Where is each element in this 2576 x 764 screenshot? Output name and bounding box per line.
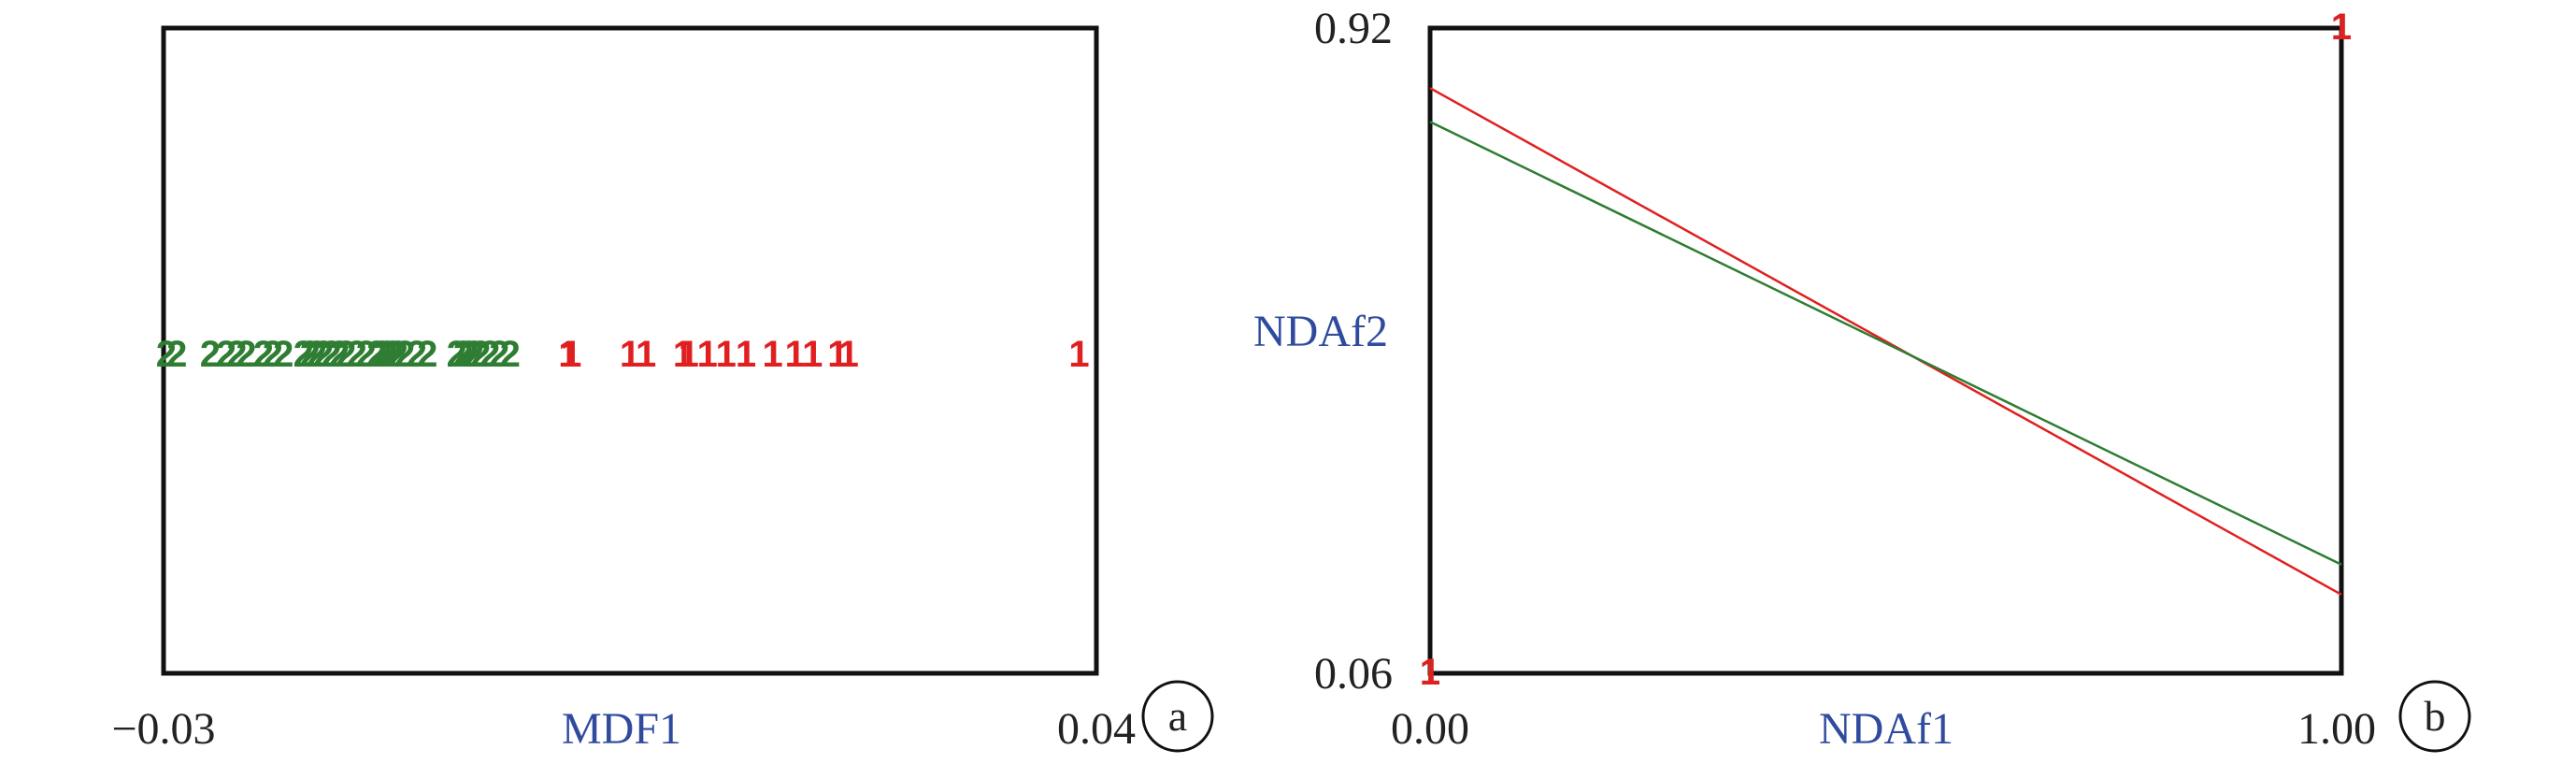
- panel-a-label-circle: [1141, 680, 1214, 753]
- panel-a-marker-1-11: 1: [802, 334, 823, 375]
- panel-a-marker-2-12: 2: [313, 334, 334, 375]
- panel-b-point-2: 1: [1420, 652, 1440, 693]
- panel-b-point-0: 1: [1420, 652, 1440, 693]
- panel-a-marker-2-3: 2: [216, 334, 236, 375]
- panel-a-marker-1-14: 1: [1068, 334, 1089, 375]
- panel-b-line-0: [1429, 87, 2342, 596]
- panel-a-marker-2-23: 2: [394, 334, 415, 375]
- panel-a-marker-1-4: 1: [673, 334, 694, 375]
- panel-a-marker-2-9: 2: [293, 334, 314, 375]
- panel-a-xtick-min: −0.03: [111, 704, 215, 754]
- panel-a-label: a: [1168, 692, 1187, 740]
- panel-a-marker-2-15: 2: [336, 334, 356, 375]
- panel-b-label: b: [2425, 692, 2446, 740]
- panel-a-marker-2-11: 2: [307, 334, 327, 375]
- panel-b-label-circle: [2398, 680, 2471, 753]
- panel-a-marker-2-6: 2: [253, 334, 274, 375]
- panel-a-marker-2-18: 2: [366, 334, 387, 375]
- panel-a-marker-2-33: 2: [500, 334, 521, 375]
- panel-a-marker-2-30: 2: [470, 334, 491, 375]
- panel-a-marker-1-3: 1: [636, 334, 656, 375]
- panel-a-plot-frame: [161, 25, 1099, 676]
- panel-a-marker-2-20: 2: [377, 334, 397, 375]
- panel-a-xlabel: MDF1: [562, 704, 681, 754]
- panel-a-marker-2-14: 2: [329, 334, 350, 375]
- panel-a-marker-2-21: 2: [382, 334, 403, 375]
- panel-a-marker-1-12: 1: [827, 334, 848, 375]
- panel-a-marker-2-2: 2: [200, 334, 221, 375]
- panel-a-marker-2-8: 2: [273, 334, 293, 375]
- panel-a-xtick-max: 0.04: [1057, 704, 1136, 754]
- panel-a-marker-2-10: 2: [300, 334, 321, 375]
- panel-a-marker-1-10: 1: [785, 334, 806, 375]
- panel-a-marker-2-22: 2: [388, 334, 408, 375]
- panel-b-xtick-max: 1.00: [2297, 704, 2376, 754]
- panel-a-marker-1-6: 1: [697, 334, 718, 375]
- panel-a-marker-1-5: 1: [679, 334, 699, 375]
- panel-a-marker-1-9: 1: [762, 334, 782, 375]
- panel-a-marker-2-24: 2: [407, 334, 427, 375]
- panel-a-marker-2-1: 2: [166, 334, 187, 375]
- panel-b-ylabel: NDAf2: [1253, 307, 1388, 356]
- panel-b-xlabel: NDAf1: [1819, 704, 1953, 754]
- panel-a-marker-2-7: 2: [263, 334, 283, 375]
- panel-b-xtick-min: 0.00: [1391, 704, 1469, 754]
- panel-a-marker-1-1: 1: [561, 334, 581, 375]
- panel-a-marker-2-4: 2: [226, 334, 247, 375]
- panel-b-point-3: 1: [2331, 7, 2352, 48]
- panel-a-marker-2-27: 2: [453, 334, 474, 375]
- panel-a-marker-2-32: 2: [489, 334, 509, 375]
- panel-a-marker-2-31: 2: [479, 334, 500, 375]
- panel-a-marker-2-29: 2: [464, 334, 484, 375]
- panel-b-ytick-max: 0.92: [1314, 4, 1393, 53]
- panel-a-marker-1-13: 1: [838, 334, 859, 375]
- panel-a-marker-1-2: 1: [620, 334, 640, 375]
- panel-a-marker-2-25: 2: [417, 334, 437, 375]
- panel-a-marker-2-28: 2: [458, 334, 479, 375]
- panel-b-point-1: 1: [2331, 7, 2352, 48]
- panel-a-marker-1-0: 1: [558, 334, 579, 375]
- panel-a-marker-2-0: 2: [156, 334, 177, 375]
- panel-a-marker-2-13: 2: [321, 334, 341, 375]
- panel-a-marker-2-26: 2: [447, 334, 467, 375]
- panel-b-plot-frame: [1427, 25, 2344, 676]
- panel-a-marker-2-19: 2: [372, 334, 393, 375]
- panel-a-marker-2-17: 2: [356, 334, 377, 375]
- panel-a-marker-1-8: 1: [736, 334, 756, 375]
- panel-a-marker-2-16: 2: [347, 334, 367, 375]
- panel-a-marker-1-7: 1: [716, 334, 737, 375]
- panel-b-ytick-min: 0.06: [1314, 649, 1393, 699]
- panel-b-line-1: [1429, 121, 2342, 566]
- panel-a-marker-2-5: 2: [236, 334, 256, 375]
